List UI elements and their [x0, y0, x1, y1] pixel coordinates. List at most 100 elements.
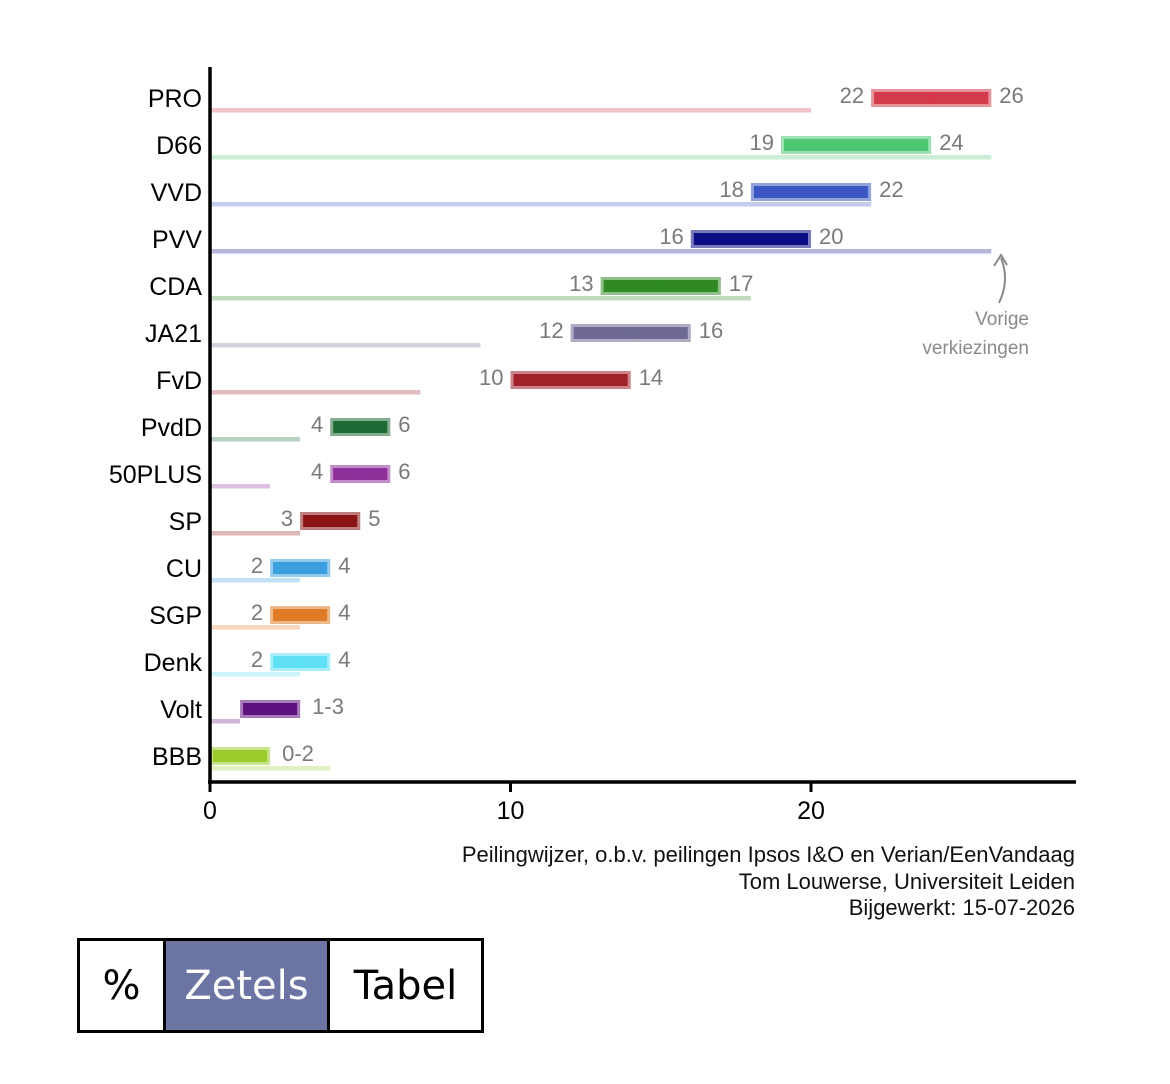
previous-election-line — [210, 766, 331, 771]
range-bar-midpoint — [297, 609, 304, 621]
party-label: PVV — [152, 226, 202, 254]
range-high-label: 5 — [368, 506, 380, 531]
range-bar — [573, 327, 688, 339]
range-bar — [213, 750, 268, 762]
range-low-label: 4 — [311, 412, 323, 437]
range-high-label: 16 — [699, 318, 723, 343]
annotation-text: verkiezingen — [922, 338, 1029, 359]
range-bar-midpoint — [853, 139, 860, 151]
previous-election-line — [210, 719, 241, 724]
range-bar — [874, 92, 989, 104]
party-label: Volt — [160, 696, 202, 724]
source-credits: Peilingwijzer, o.b.v. peilingen Ipsos I&… — [462, 842, 1075, 922]
party-label: 50PLUS — [109, 461, 202, 489]
previous-election-line — [210, 484, 271, 489]
range-bar — [603, 280, 718, 292]
tab-percent[interactable]: % — [80, 941, 166, 1030]
range-low-label: 4 — [311, 459, 323, 484]
party-label: JA21 — [145, 320, 202, 348]
range-bar-midpoint — [357, 421, 364, 433]
previous-election-line — [210, 578, 301, 583]
party-label: SP — [169, 508, 202, 536]
party-label: CU — [166, 555, 202, 583]
range-high-label: 6 — [398, 459, 410, 484]
range-low-label: 16 — [659, 224, 683, 249]
party-label: CDA — [149, 273, 202, 301]
previous-election-line — [210, 625, 301, 630]
range-high-label: 24 — [939, 130, 963, 155]
range-bar — [243, 703, 298, 715]
range-bar-midpoint — [567, 374, 574, 386]
party-label: Denk — [144, 649, 203, 677]
source-line: Peilingwijzer, o.b.v. peilingen Ipsos I&… — [461, 842, 1075, 867]
x-tick-label: 10 — [497, 797, 525, 825]
range-bar-midpoint — [808, 186, 814, 198]
range-low-label: 3 — [281, 506, 293, 531]
author-line: Tom Louwerse, Universiteit Leiden — [738, 868, 1075, 894]
range-bar — [273, 562, 328, 574]
range-low-label: 19 — [749, 130, 773, 155]
range-bar-midpoint — [297, 562, 304, 574]
tab-seats[interactable]: Zetels — [166, 941, 330, 1030]
range-bar-midpoint — [657, 280, 664, 292]
range-high-label: 17 — [729, 271, 753, 296]
range-bar — [333, 421, 388, 433]
range-low-label: 13 — [569, 271, 593, 296]
range-high-label: 1-3 — [312, 694, 344, 719]
range-bar-midpoint — [357, 468, 364, 480]
previous-election-line — [210, 296, 751, 301]
party-label: VVD — [151, 179, 202, 207]
annotation-arrowhead — [993, 253, 1008, 267]
range-bar-midpoint — [327, 515, 334, 527]
previous-election-line — [210, 249, 992, 254]
range-low-label: 12 — [539, 318, 563, 343]
range-bar-midpoint — [747, 233, 754, 245]
range-bar — [783, 139, 929, 151]
previous-election-line — [210, 343, 481, 348]
previous-election-line — [210, 108, 811, 113]
range-high-label: 0-2 — [282, 741, 314, 766]
previous-election-line — [210, 390, 421, 395]
range-bar-midpoint — [267, 703, 274, 715]
range-bar — [273, 609, 328, 621]
range-high-label: 26 — [999, 83, 1023, 108]
party-label: D66 — [156, 132, 202, 160]
updated-line: Bijgewerkt: 15-07-2026 — [848, 895, 1075, 920]
range-bar — [513, 374, 628, 386]
range-low-label: 22 — [840, 83, 864, 108]
range-bar — [303, 515, 358, 527]
range-high-label: 4 — [338, 600, 350, 625]
range-high-label: 22 — [879, 177, 903, 202]
range-high-label: 4 — [338, 647, 350, 672]
range-high-label: 4 — [338, 553, 350, 578]
party-label: FvD — [156, 367, 202, 395]
party-label: BBB — [152, 743, 202, 771]
range-high-label: 14 — [639, 365, 663, 390]
party-label: SGP — [149, 602, 202, 630]
range-high-label: 6 — [398, 412, 410, 437]
tab-table[interactable]: Tabel — [353, 962, 458, 1009]
previous-election-line — [210, 531, 301, 536]
range-low-label: 2 — [251, 647, 263, 672]
range-low-label: 2 — [251, 600, 263, 625]
party-label: PvdD — [141, 414, 202, 442]
range-bar-midpoint — [928, 92, 935, 104]
range-low-label: 10 — [479, 365, 503, 390]
range-bar-midpoint — [627, 327, 634, 339]
range-bar — [333, 468, 388, 480]
range-high-label: 20 — [819, 224, 843, 249]
range-bar-midpoint — [237, 750, 244, 762]
previous-election-line — [210, 672, 301, 677]
previous-election-line — [210, 155, 992, 160]
view-tabs: % Zetels Tabel — [77, 938, 484, 1033]
previous-election-line — [210, 202, 872, 207]
previous-election-line — [210, 437, 301, 442]
range-bar — [753, 186, 869, 198]
annotation-arrow — [998, 257, 1006, 304]
party-label: PRO — [148, 85, 202, 113]
x-tick-label: 20 — [797, 797, 825, 825]
x-tick-label: 0 — [203, 797, 217, 825]
range-bar — [693, 233, 808, 245]
range-bar — [273, 656, 328, 668]
